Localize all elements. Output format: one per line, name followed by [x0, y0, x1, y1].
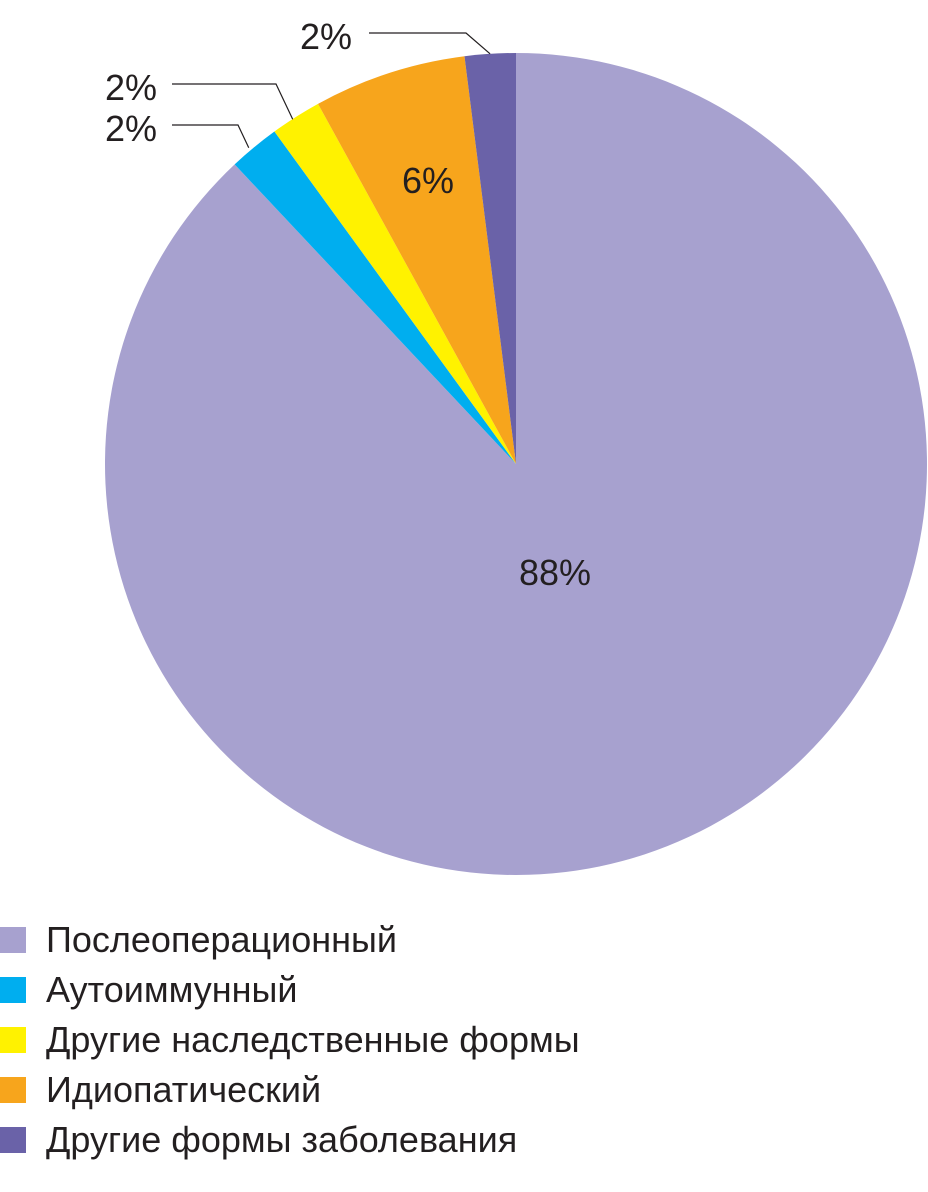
data-label: 88% — [519, 552, 591, 593]
legend-label: Другие формы заболевания — [46, 1119, 518, 1160]
legend-label: Послеоперационный — [46, 919, 397, 960]
pie-slice — [274, 103, 516, 464]
data-label: 2% — [300, 16, 352, 57]
legend-item: Послеоперационный — [0, 915, 397, 965]
legend-swatch — [0, 1077, 26, 1103]
leader-line — [172, 83, 294, 120]
pie-slice — [234, 131, 517, 464]
leader-line — [369, 32, 491, 55]
legend-item: Аутоиммунный — [0, 965, 297, 1015]
leader-line — [172, 124, 250, 149]
legend-swatch — [0, 927, 26, 953]
legend-label: Другие наследственные формы — [46, 1019, 580, 1060]
data-label: 6% — [402, 160, 454, 201]
legend-item: Другие наследственные формы — [0, 1015, 580, 1065]
legend-item: Другие формы заболевания — [0, 1115, 517, 1165]
legend-label: Идиопатический — [46, 1069, 322, 1110]
legend-label: Аутоиммунный — [46, 969, 298, 1010]
legend-item: Идиопатический — [0, 1065, 321, 1115]
pie-slice — [317, 56, 516, 465]
legend-swatch — [0, 977, 26, 1003]
legend-swatch — [0, 1027, 26, 1053]
pie-chart: 88%6%2%2%2% — [105, 16, 928, 875]
data-label: 2% — [105, 67, 157, 108]
pie-slice — [464, 53, 516, 464]
data-label: 2% — [105, 108, 157, 149]
legend-swatch — [0, 1127, 26, 1153]
